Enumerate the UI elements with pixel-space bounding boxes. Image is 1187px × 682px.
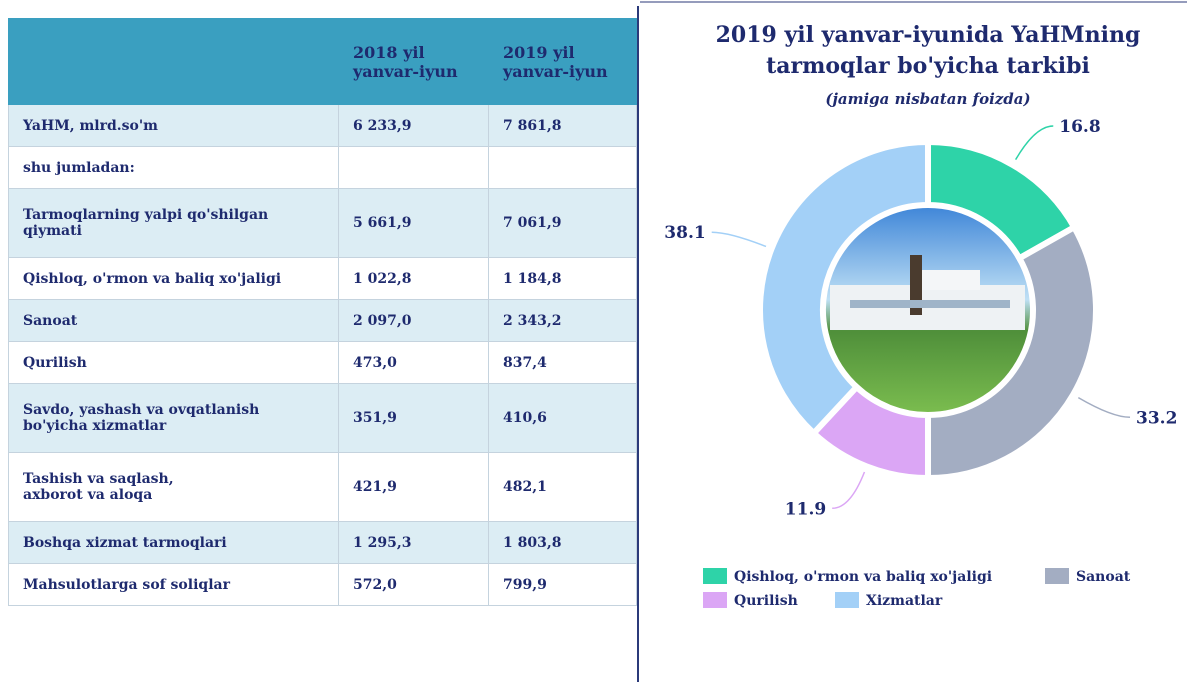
legend-swatch (1045, 568, 1069, 584)
leader-line (1078, 398, 1130, 418)
legend-label: Xizmatlar (866, 593, 943, 609)
legend-label: Qurilish (734, 593, 798, 609)
chart-title: 2019 yil yanvar-iyunida YaHMning (716, 22, 1141, 48)
data-label: 11.9 (785, 499, 826, 519)
chart: 2019 yil yanvar-iyunida YaHMning tarmoqla… (0, 0, 1187, 682)
legend-swatch (703, 568, 727, 584)
data-label: 16.8 (1059, 117, 1100, 137)
leader-line (832, 472, 864, 508)
legend-label: Qishloq, o'rmon va baliq xo'jaligi (734, 569, 992, 585)
legend-swatch (835, 592, 859, 608)
page: 2018 yilyanvar-iyun2019 yilyanvar-iyunYa… (0, 0, 1187, 682)
leader-line (712, 232, 766, 246)
chart-title: tarmoqlar bo'yicha tarkibi (766, 53, 1090, 79)
data-label: 33.2 (1136, 408, 1177, 428)
legend-swatch (703, 592, 727, 608)
leader-line (1016, 126, 1054, 160)
data-label: 38.1 (664, 223, 705, 243)
legend-label: Sanoat (1076, 569, 1131, 585)
chart-subtitle: (jamiga nisbatan foizda) (825, 90, 1030, 108)
